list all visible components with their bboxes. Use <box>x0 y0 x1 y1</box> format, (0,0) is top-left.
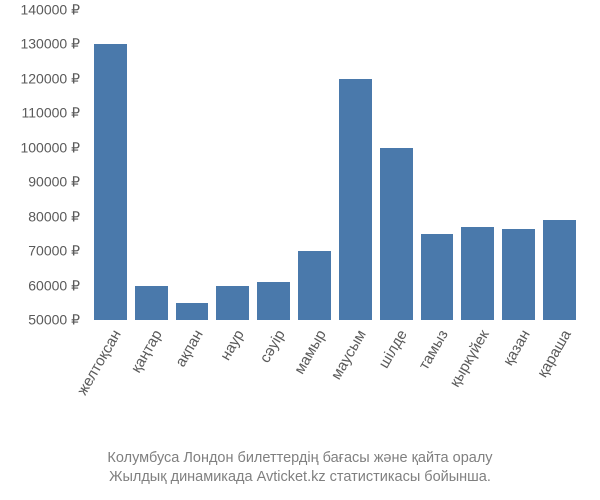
y-tick-label: 60000 ₽ <box>28 277 80 294</box>
x-tick-label: қараша <box>534 327 575 381</box>
y-tick-label: 140000 ₽ <box>20 2 80 19</box>
caption-line-2: Жылдық динамикада Avticket.kz статистика… <box>109 469 491 485</box>
y-tick-label: 100000 ₽ <box>20 139 80 156</box>
x-label-wrap: наур <box>216 325 249 445</box>
bar <box>461 227 494 320</box>
y-axis: 50000 ₽60000 ₽70000 ₽80000 ₽90000 ₽10000… <box>0 10 85 320</box>
x-label-wrap: ақпан <box>176 325 209 445</box>
y-tick-label: 120000 ₽ <box>20 70 80 87</box>
x-tick-label: қаңтар <box>128 327 166 376</box>
x-tick-label: наур <box>217 327 248 363</box>
x-tick-label: мамыр <box>291 327 330 377</box>
bar <box>298 251 331 320</box>
x-label-wrap: қыркүйек <box>461 325 494 445</box>
x-tick-label: қазан <box>500 327 534 369</box>
x-label-wrap: қазан <box>502 325 535 445</box>
y-tick-label: 90000 ₽ <box>28 174 80 191</box>
x-tick-label: шілде <box>376 327 411 371</box>
bars-group <box>90 10 580 320</box>
bar <box>502 229 535 320</box>
caption-line-1: Колумбуса Лондон билеттердің бағасы және… <box>107 450 492 466</box>
x-tick-label: желтоқсан <box>74 327 125 398</box>
x-axis: желтоқсанқаңтарақпаннаурсәуірмамырмаусым… <box>90 325 580 445</box>
bar <box>257 282 290 320</box>
x-label-wrap: қаңтар <box>135 325 168 445</box>
x-tick-label: маусым <box>328 327 370 383</box>
bar <box>216 286 249 320</box>
x-label-wrap: желтоқсан <box>94 325 127 445</box>
bar <box>421 234 454 320</box>
bar <box>380 148 413 320</box>
plot-area <box>90 10 580 320</box>
y-tick-label: 50000 ₽ <box>28 312 80 329</box>
bar <box>135 286 168 320</box>
x-label-wrap: тамыз <box>421 325 454 445</box>
bar <box>543 220 576 320</box>
x-label-wrap: маусым <box>339 325 372 445</box>
y-tick-label: 130000 ₽ <box>20 36 80 53</box>
y-tick-label: 70000 ₽ <box>28 243 80 260</box>
y-tick-label: 80000 ₽ <box>28 208 80 225</box>
chart-container: 50000 ₽ 60000 ₽ 70000 ₽ 80000 ₽ 90000 ₽ 10000… <box>0 0 600 500</box>
x-tick-label: сәуір <box>256 327 288 366</box>
y-tick-label: 110000 ₽ <box>22 105 80 122</box>
bar <box>176 303 209 320</box>
bar <box>339 79 372 320</box>
chart-caption: Колумбуса Лондон билеттердің бағасы және… <box>0 449 600 488</box>
bar <box>94 44 127 320</box>
x-label-wrap: сәуір <box>257 325 290 445</box>
x-tick-label: тамыз <box>416 327 452 373</box>
x-label-wrap: қараша <box>543 325 576 445</box>
x-label-wrap: мамыр <box>298 325 331 445</box>
x-label-wrap: шілде <box>380 325 413 445</box>
x-tick-label: ақпан <box>172 327 207 370</box>
